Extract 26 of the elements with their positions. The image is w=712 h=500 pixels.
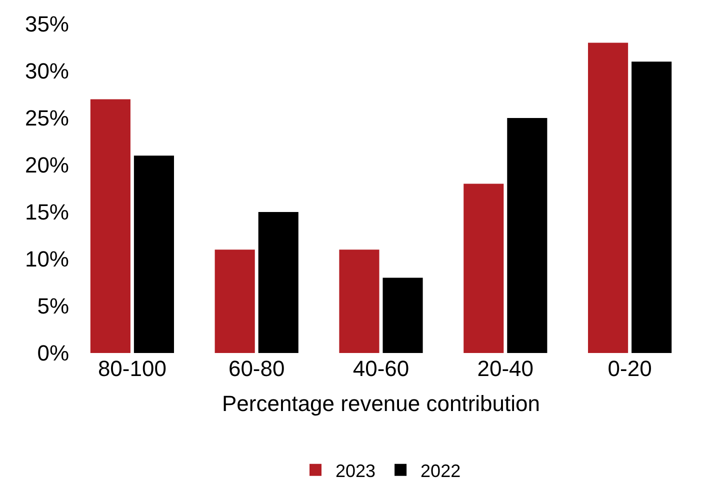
x-tick-label: 40-60: [352, 356, 410, 381]
legend-label: 2022: [420, 460, 461, 481]
bar: [632, 62, 672, 353]
bar: [214, 250, 255, 353]
y-tick-label: 20%: [24, 152, 69, 178]
bar: [258, 212, 298, 353]
bar: [339, 250, 380, 353]
y-tick-label: 30%: [24, 58, 69, 84]
bar: [90, 99, 130, 353]
x-axis-title: Percentage revenue contribution: [222, 390, 540, 416]
x-tick-label: 80-100: [98, 356, 166, 381]
y-tick-label: 25%: [24, 106, 69, 131]
y-tick-label: 10%: [24, 246, 69, 272]
bar: [507, 118, 548, 353]
bar: [588, 42, 628, 353]
bar: [134, 156, 174, 353]
y-tick-label: 35%: [24, 12, 69, 37]
x-tick-label: 20-40: [477, 356, 534, 381]
y-tick-label: 0%: [37, 340, 69, 366]
bar: [464, 184, 504, 353]
y-tick-label: 15%: [24, 200, 69, 225]
x-tick-label: 0-20: [608, 356, 652, 381]
bar: [382, 278, 423, 353]
y-tick-label: 5%: [37, 294, 69, 319]
x-tick-label: 60-80: [228, 356, 285, 381]
legend-label: 2023: [336, 460, 376, 481]
